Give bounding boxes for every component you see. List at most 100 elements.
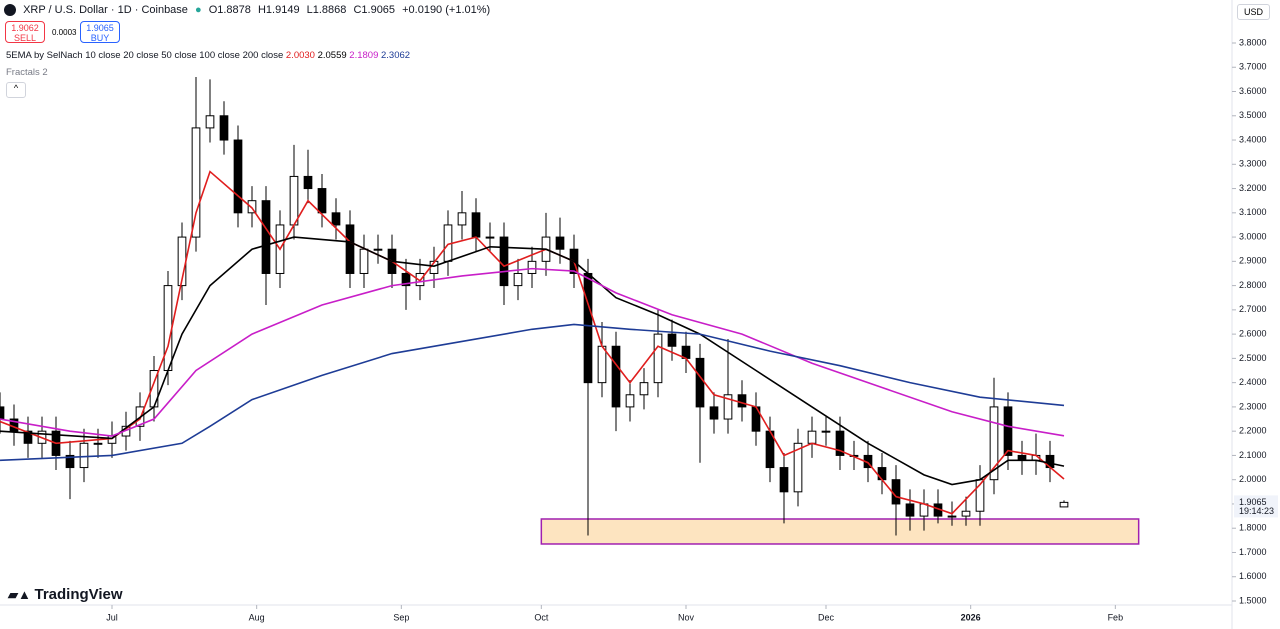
x-tick-label: Nov: [678, 612, 695, 622]
brand-name: TradingView: [34, 586, 123, 603]
candle-body: [345, 224, 355, 274]
currency-button[interactable]: USD: [1236, 4, 1270, 20]
collapse-button[interactable]: ^: [6, 82, 26, 98]
y-tick-label: 1.8000: [1239, 523, 1267, 533]
ohlc-high: H1.9149: [257, 4, 300, 16]
sell-button[interactable]: 1.9062 SELL: [5, 21, 45, 43]
candle-body: [639, 382, 649, 396]
y-tick-label: 3.3000: [1239, 159, 1267, 169]
candle-body: [317, 188, 327, 214]
y-tick-label: 3.4000: [1239, 134, 1267, 144]
candle-body: [667, 333, 677, 347]
y-tick-label: 1.6000: [1239, 571, 1267, 581]
y-tick-label: 2.9000: [1239, 256, 1267, 266]
indicator-value: 2.0030: [285, 50, 315, 61]
indicator-name: 5EMA by SelNach 10 close 20 close 50 clo…: [6, 50, 284, 61]
candle-body: [289, 175, 299, 226]
candle-body: [485, 236, 495, 239]
indicator-value: 2.0559: [317, 50, 347, 61]
x-tick-label: Dec: [818, 612, 835, 622]
x-tick-label: Jul: [106, 612, 118, 622]
candle-body: [359, 248, 369, 274]
candle-body: [989, 406, 999, 481]
y-tick-label: 3.0000: [1239, 231, 1267, 241]
y-tick-label: 2.8000: [1239, 280, 1267, 290]
candle-body: [919, 503, 929, 517]
candle-body: [555, 236, 565, 250]
support-zone: [540, 518, 1140, 545]
candle-body: [527, 260, 537, 274]
buy-button[interactable]: 1.9065 BUY: [80, 21, 120, 43]
y-tick-label: 1.5000: [1239, 595, 1267, 605]
x-tick-label: 2026: [961, 612, 981, 622]
last-price-box: [1234, 495, 1278, 518]
candle-body: [1003, 406, 1013, 456]
symbol-icon: [4, 4, 16, 17]
y-tick-label: 2.3000: [1239, 401, 1267, 411]
status-dot: ●: [194, 4, 202, 16]
y-tick-label: 3.6000: [1239, 86, 1267, 96]
y-tick-label: 2.0000: [1239, 474, 1267, 484]
candle-body: [611, 345, 621, 408]
brand-logo: ▰▲ TradingView: [8, 586, 123, 603]
x-tick-label: Oct: [534, 612, 549, 622]
fractals-legend[interactable]: Fractals 2: [6, 67, 48, 78]
candle-body: [373, 248, 383, 251]
candle-body: [905, 503, 915, 517]
ema-line: [0, 267, 1065, 437]
ohlc-change: +0.0190 (+1.01%): [402, 4, 491, 16]
y-tick-label: 2.2000: [1239, 426, 1267, 436]
y-tick-label: 3.2000: [1239, 183, 1267, 193]
candle-body: [513, 272, 523, 287]
symbol-header: XRP / U.S. Dollar · 1D · Coinbase ● O1.8…: [4, 4, 494, 17]
candle-body: [653, 333, 663, 384]
buy-label: BUY: [90, 33, 110, 43]
candle-body: [793, 442, 803, 493]
candle-body: [947, 515, 957, 518]
buy-price: 1.9065: [86, 23, 114, 33]
y-tick-label: 2.7000: [1239, 304, 1267, 314]
sell-label: SELL: [13, 33, 37, 43]
candle-body: [779, 467, 789, 493]
candle-body: [877, 467, 887, 481]
spread: 0.0003: [52, 28, 77, 37]
y-tick-label: 2.1000: [1239, 450, 1267, 460]
candle-body: [891, 479, 901, 505]
candle-body: [471, 212, 481, 238]
candle-body: [219, 115, 229, 141]
candle-body: [331, 212, 341, 226]
candle-body: [205, 115, 215, 129]
ohlc-open: O1.8878: [208, 4, 251, 16]
candle-body: [191, 127, 201, 238]
candle-body: [303, 175, 313, 190]
candle-body: [247, 200, 257, 214]
candle-body: [695, 357, 705, 408]
candle-body: [0, 406, 5, 420]
ema-line: [0, 170, 1065, 515]
candle-body: [23, 430, 33, 444]
candle-body: [961, 510, 971, 517]
last-price-label: 1.9065: [1239, 497, 1267, 507]
y-tick-label: 2.5000: [1239, 353, 1267, 363]
y-tick-label: 3.7000: [1239, 62, 1267, 72]
candle-body: [163, 285, 173, 372]
candle-body: [821, 430, 831, 433]
ohlc-low: L1.8868: [306, 4, 347, 16]
y-tick-label: 3.8000: [1239, 37, 1267, 47]
x-tick-label: Aug: [249, 612, 265, 622]
ema-line: [0, 236, 1065, 486]
candle-body: [65, 454, 75, 469]
symbol[interactable]: XRP / U.S. Dollar · 1D · Coinbase: [23, 4, 188, 16]
candle-body: [93, 442, 103, 445]
x-tick-label: Feb: [1108, 612, 1124, 622]
y-tick-label: 2.4000: [1239, 377, 1267, 387]
y-tick-label: 3.5000: [1239, 110, 1267, 120]
ohlc-close: C1.9065: [353, 4, 396, 16]
y-tick-label: 3.1000: [1239, 207, 1267, 217]
indicator-legend[interactable]: 5EMA by SelNach 10 close 20 close 50 clo…: [6, 50, 410, 61]
sell-price: 1.9062: [11, 23, 39, 33]
candle-body: [499, 236, 509, 287]
candle-body: [835, 430, 845, 456]
